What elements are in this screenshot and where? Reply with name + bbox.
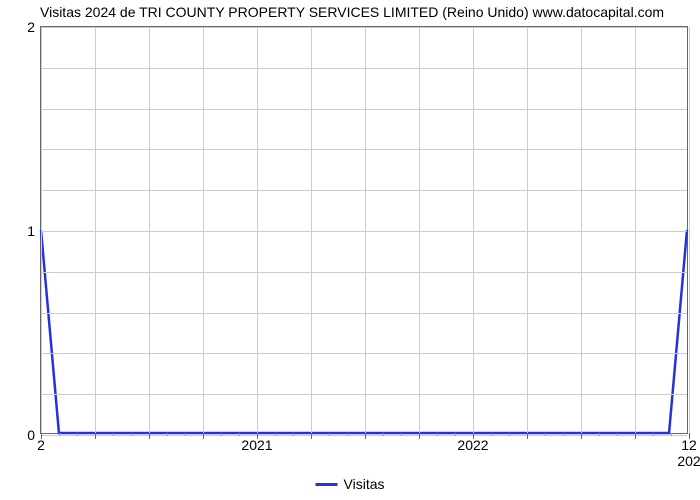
gridline-vertical <box>419 27 420 433</box>
gridline-vertical <box>473 27 474 433</box>
legend-label: Visitas <box>344 476 385 492</box>
gridline-horizontal <box>41 353 687 354</box>
x-minor-tick <box>59 433 60 436</box>
x-major-tick <box>311 433 312 439</box>
x-minor-tick <box>221 433 222 436</box>
plot-area: 01222021202212 202 <box>40 26 688 434</box>
x-minor-tick <box>617 433 618 436</box>
x-minor-tick <box>491 433 492 436</box>
gridline-horizontal <box>41 149 687 150</box>
x-major-tick <box>635 433 636 439</box>
x-minor-tick <box>77 433 78 436</box>
gridline-horizontal <box>41 231 687 232</box>
chart-title: Visitas 2024 de TRI COUNTY PROPERTY SERV… <box>40 4 690 20</box>
gridline-vertical <box>257 27 258 433</box>
gridline-vertical <box>203 27 204 433</box>
data-line <box>41 230 687 433</box>
x-minor-tick <box>545 433 546 436</box>
x-tick-label: 12 202 <box>677 437 700 469</box>
y-tick-label: 0 <box>27 427 35 443</box>
gridline-vertical <box>527 27 528 433</box>
gridline-horizontal <box>41 190 687 191</box>
gridline-horizontal <box>41 27 687 28</box>
gridline-horizontal <box>41 109 687 110</box>
gridline-horizontal <box>41 313 687 314</box>
x-minor-tick <box>293 433 294 436</box>
x-major-tick <box>527 433 528 439</box>
line-series <box>41 27 687 433</box>
x-minor-tick <box>671 433 672 436</box>
x-minor-tick <box>185 433 186 436</box>
x-minor-tick <box>113 433 114 436</box>
gridline-horizontal <box>41 68 687 69</box>
gridline-horizontal <box>41 272 687 273</box>
x-tick-label: 2022 <box>457 437 488 453</box>
x-tick-label: 2 <box>37 437 45 453</box>
gridline-vertical <box>635 27 636 433</box>
x-major-tick <box>581 433 582 439</box>
x-major-tick <box>365 433 366 439</box>
gridline-vertical <box>41 27 42 433</box>
legend-swatch <box>316 483 338 486</box>
x-minor-tick <box>653 433 654 436</box>
x-minor-tick <box>167 433 168 436</box>
y-tick-label: 1 <box>27 223 35 239</box>
x-minor-tick <box>131 433 132 436</box>
x-major-tick <box>419 433 420 439</box>
gridline-horizontal <box>41 435 687 436</box>
x-major-tick <box>149 433 150 439</box>
legend: Visitas <box>316 476 385 492</box>
x-minor-tick <box>455 433 456 436</box>
gridline-vertical <box>311 27 312 433</box>
x-minor-tick <box>329 433 330 436</box>
gridline-vertical <box>149 27 150 433</box>
x-minor-tick <box>437 433 438 436</box>
x-minor-tick <box>599 433 600 436</box>
x-minor-tick <box>275 433 276 436</box>
x-tick-label: 2021 <box>241 437 272 453</box>
gridline-vertical <box>689 27 690 433</box>
y-tick-label: 2 <box>27 19 35 35</box>
x-minor-tick <box>347 433 348 436</box>
x-minor-tick <box>383 433 384 436</box>
x-minor-tick <box>239 433 240 436</box>
x-minor-tick <box>509 433 510 436</box>
gridline-vertical <box>365 27 366 433</box>
x-major-tick <box>95 433 96 439</box>
chart-container: Visitas 2024 de TRI COUNTY PROPERTY SERV… <box>0 0 700 500</box>
x-minor-tick <box>563 433 564 436</box>
gridline-vertical <box>581 27 582 433</box>
x-major-tick <box>203 433 204 439</box>
gridline-vertical <box>95 27 96 433</box>
gridline-horizontal <box>41 394 687 395</box>
x-minor-tick <box>401 433 402 436</box>
